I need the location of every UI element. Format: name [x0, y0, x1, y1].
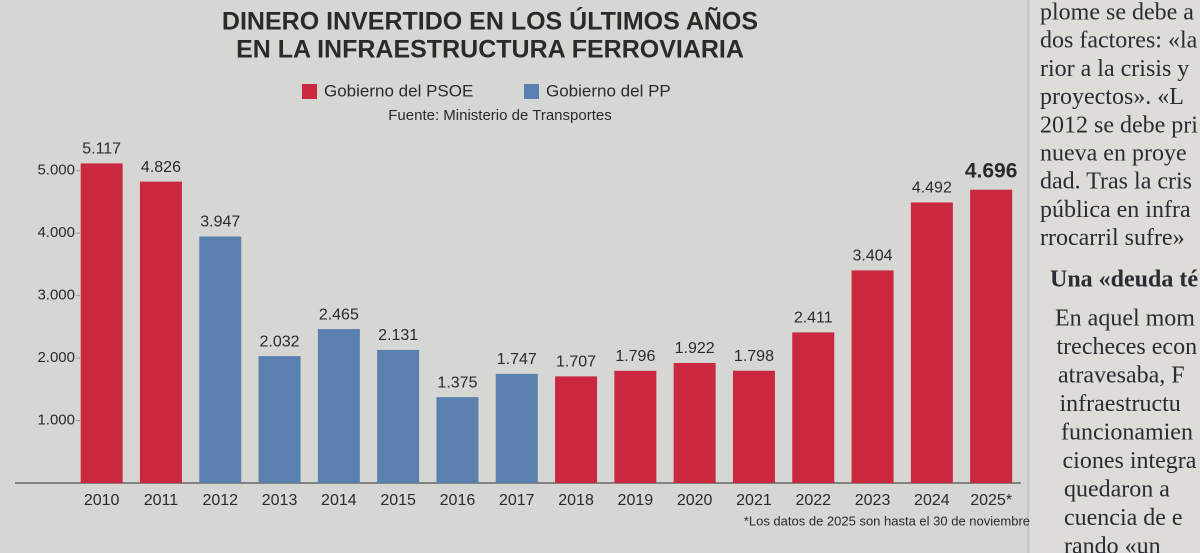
chart-title: EN LA INFRAESTRUCTURA FERROVIARIA [236, 36, 744, 64]
x-tick-label: 2017 [499, 492, 535, 509]
column-line: En aquel mom [1055, 306, 1195, 332]
value-label: 2.465 [319, 306, 359, 323]
bar [792, 332, 835, 483]
column-line: proyectos». «L [1040, 84, 1184, 110]
value-label: 1.375 [437, 374, 477, 391]
bar [80, 163, 123, 483]
value-label: 1.707 [556, 354, 596, 371]
value-label: 4.696 [965, 159, 1018, 182]
x-tick-label: 2015 [380, 492, 416, 509]
x-tick-label: 2020 [677, 492, 713, 509]
x-tick-label: 2024 [914, 492, 950, 509]
x-tick-label: 2018 [558, 492, 594, 509]
column-line: quedaron a [1064, 477, 1170, 503]
bar [673, 362, 716, 483]
x-tick-label: 2022 [795, 492, 831, 509]
source: Fuente: Ministerio de Transportes [388, 107, 611, 124]
value-label: 2.032 [260, 333, 300, 350]
value-label: 1.922 [675, 340, 715, 357]
column-heading: Una «deuda té [1050, 267, 1198, 293]
value-label: 4.826 [141, 159, 181, 176]
value-label: 3.404 [853, 248, 893, 265]
legend-swatch [302, 84, 317, 99]
column-line: dos factores: «la [1040, 28, 1198, 54]
column-line: nueva en proye [1040, 141, 1187, 167]
value-label: 1.798 [734, 348, 774, 365]
footnote: *Los datos de 2025 son hasta el 30 de no… [744, 513, 1030, 528]
value-label: 1.747 [497, 351, 537, 368]
bar [614, 370, 657, 483]
chart-title: DINERO INVERTIDO EN LOS ÚLTIMOS AÑOS [222, 6, 758, 36]
bar [377, 349, 420, 483]
column-line: 2012 se debe pri [1040, 112, 1198, 138]
column-line: trecheces econ [1057, 334, 1198, 360]
bar [851, 270, 894, 483]
bar [317, 329, 360, 483]
column-line: rrocarril sufre» [1040, 225, 1185, 251]
y-tick-label: 4.000 [37, 224, 75, 241]
column-line: plome se debe a [1040, 0, 1194, 26]
x-tick-label: 2023 [855, 492, 891, 509]
x-tick-label: 2025* [970, 492, 1012, 509]
x-tick-label: 2019 [618, 492, 654, 509]
bar [910, 202, 953, 483]
y-tick-label: 3.000 [37, 287, 75, 304]
x-tick-label: 2011 [144, 492, 179, 509]
column-line: cuencia de e [1064, 505, 1183, 531]
column-line: pública en infra [1040, 197, 1191, 223]
value-label: 5.117 [82, 141, 121, 158]
bar [436, 397, 479, 483]
bar [970, 189, 1013, 484]
value-label: 2.411 [794, 310, 833, 327]
column-line: rior a la crisis y [1040, 56, 1189, 82]
legend-label: Gobierno del PSOE [324, 81, 473, 100]
value-label: 4.492 [912, 180, 952, 197]
value-label: 2.131 [378, 327, 418, 344]
legend-label: Gobierno del PP [546, 81, 671, 100]
y-tick-label: 1.000 [37, 412, 75, 429]
x-tick-label: 2021 [736, 492, 772, 509]
column-line: funcionamien [1061, 420, 1193, 446]
y-tick-label: 5.000 [37, 162, 75, 179]
x-tick-label: 2012 [202, 492, 238, 509]
bar [495, 373, 538, 483]
x-tick-label: 2014 [321, 492, 357, 509]
bar [199, 236, 242, 483]
legend-swatch [524, 84, 539, 99]
column-line: dad. Tras la cris [1040, 169, 1192, 195]
value-label: 1.796 [615, 348, 655, 365]
bar [139, 181, 182, 483]
value-label: 3.947 [200, 214, 240, 231]
x-tick-label: 2010 [84, 492, 120, 509]
column-line: atravesaba, F [1058, 363, 1185, 389]
column-panel [1030, 0, 1200, 553]
column-line: infraestructu [1060, 391, 1181, 417]
bar [258, 356, 301, 483]
bar [555, 376, 598, 483]
column-line: ciones integra [1063, 448, 1197, 474]
bar [732, 370, 775, 483]
y-tick-label: 2.000 [37, 349, 75, 366]
column-line: rando «un [1064, 534, 1161, 553]
x-tick-label: 2013 [262, 492, 298, 509]
x-tick-label: 2016 [440, 492, 476, 509]
